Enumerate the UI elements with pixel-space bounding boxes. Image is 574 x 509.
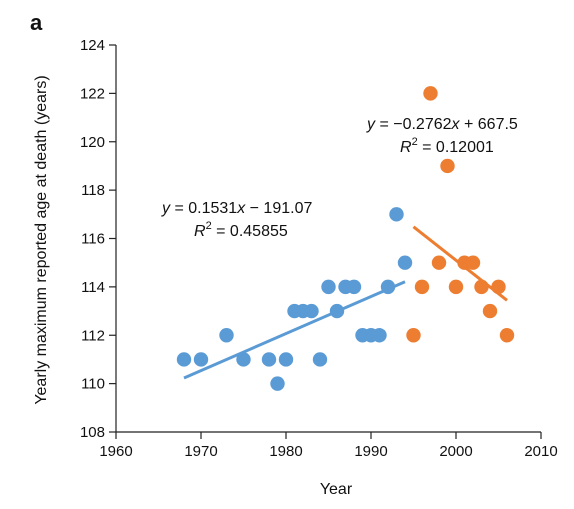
data-points	[176, 86, 515, 391]
series-1-point	[278, 352, 294, 367]
series-1-point	[389, 207, 404, 222]
x-ticks: 1960 1970 1980 1990 2000 2010	[99, 432, 558, 460]
y-tick-label: 122	[80, 85, 105, 102]
series-1-point	[321, 279, 336, 295]
x-tick-label: 1960	[99, 443, 132, 460]
series-1-annotation: y = 0.1531x − 191.07 R2 = 0.45855	[161, 200, 312, 240]
x-tick-label: 1970	[184, 443, 217, 460]
series-1-point	[346, 279, 362, 295]
series-2-point	[465, 255, 481, 270]
series-2-point	[474, 279, 489, 295]
y-tick-label: 114	[81, 279, 105, 296]
series-2-point	[414, 279, 430, 295]
series-2-point	[431, 255, 447, 270]
y-tick-label: 118	[81, 182, 105, 199]
y-tick-label: 124	[80, 37, 105, 54]
y-tick-label: 110	[81, 376, 105, 393]
series-1-fit-line	[183, 280, 406, 380]
series-1-point	[261, 352, 277, 367]
series-2-point	[491, 279, 506, 295]
series-1-point	[193, 352, 209, 367]
series-1-point	[372, 328, 387, 343]
series-2-point	[499, 328, 515, 343]
series-1-point	[397, 255, 413, 270]
series-1-point	[329, 303, 345, 319]
series-1-point	[380, 279, 396, 295]
series-2-point	[423, 86, 438, 101]
axes: 108 110 112 114 116 118 120 122 124 1960 1970 1980…	[80, 37, 558, 460]
y-axis-title: Yearly maximum reported age at death (ye…	[33, 75, 50, 404]
panel-label: a	[30, 10, 43, 35]
series-2-equation: y = −0.2762x + 667.5	[366, 116, 518, 133]
x-tick-label: 2010	[524, 443, 557, 460]
series-1-point	[236, 352, 251, 367]
series-2-point	[440, 158, 455, 174]
series-2-point	[448, 279, 464, 295]
series-1-r2: R2 = 0.45855	[194, 220, 288, 240]
x-axis-title: Year	[320, 481, 353, 498]
series-2-annotation: y = −0.2762x + 667.5 R2 = 0.12001	[366, 116, 518, 156]
fit-lines	[183, 225, 508, 380]
series-1-point	[312, 352, 328, 367]
series-1-point	[304, 303, 319, 319]
y-tick-label: 116	[81, 231, 105, 248]
y-tick-label: 120	[80, 134, 105, 151]
x-tick-label: 1990	[354, 443, 387, 460]
y-ticks: 108 110 112 114 116 118 120 122 124	[80, 37, 116, 441]
series-2-point	[482, 303, 498, 319]
x-tick-label: 2000	[439, 443, 472, 460]
series-1-point	[176, 352, 192, 367]
y-tick-label: 108	[80, 424, 105, 441]
series-2-point	[406, 328, 421, 343]
series-1-point	[270, 376, 285, 391]
y-tick-label: 112	[81, 327, 105, 344]
series-1-equation: y = 0.1531x − 191.07	[161, 200, 312, 217]
x-tick-label: 1980	[269, 443, 302, 460]
series-2-r2: R2 = 0.12001	[400, 136, 494, 156]
series-1-point	[219, 328, 234, 343]
